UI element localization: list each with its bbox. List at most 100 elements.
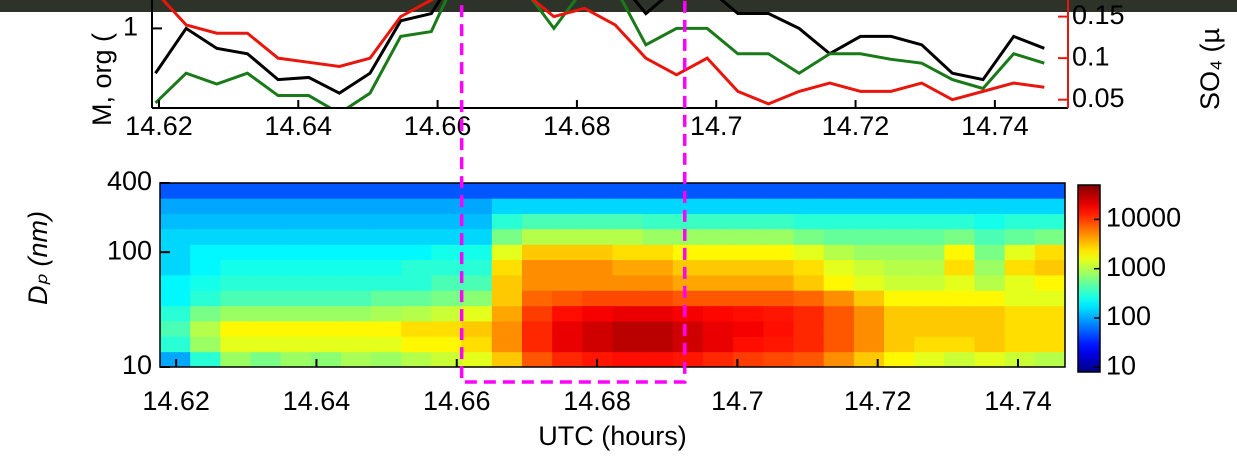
heatmap-cell — [672, 213, 704, 230]
heatmap-cell — [341, 228, 372, 245]
heatmap-cell — [522, 290, 553, 307]
heatmap-cell — [491, 274, 523, 291]
heatmap-cell — [160, 274, 191, 291]
heatmap-cell — [310, 244, 342, 261]
heatmap-cell — [793, 213, 825, 230]
heatmap-cell — [491, 259, 523, 276]
heatmap-cell — [1004, 259, 1036, 276]
heatmap-cell — [642, 259, 674, 276]
heatmap-cell — [341, 183, 372, 199]
heatmap-cell — [733, 198, 764, 215]
x-tick-label: 14.72 — [822, 111, 890, 141]
heatmap-cell — [944, 336, 975, 353]
heatmap-cell — [763, 198, 794, 215]
heatmap-cell — [431, 228, 463, 245]
heatmap-cell — [552, 351, 583, 368]
heatmap-cell — [401, 259, 432, 276]
heatmap-cell — [672, 290, 704, 307]
heatmap-cell — [491, 320, 523, 337]
heatmap-cell — [371, 259, 402, 276]
heatmap-cell — [974, 213, 1006, 230]
heatmap-cell — [491, 336, 523, 353]
heatmap-cell — [431, 183, 463, 199]
heatmap-cell — [914, 305, 945, 322]
heatmap-cell — [672, 259, 704, 276]
heatmap-cell — [220, 305, 251, 322]
heatmap-cell — [703, 290, 734, 307]
heatmap-cell — [371, 244, 402, 261]
heatmap-cell — [371, 290, 402, 307]
heatmap-cell — [582, 259, 613, 276]
heatmap-cell — [944, 213, 975, 230]
heatmap-cell — [703, 259, 734, 276]
heatmap-cell — [884, 213, 915, 230]
heatmap-cell — [220, 274, 251, 291]
heatmap-cell — [733, 213, 764, 230]
heatmap-cell — [914, 336, 945, 353]
heatmap-cell — [371, 305, 402, 322]
heatmap-cell — [914, 351, 945, 368]
heatmap-cell — [703, 351, 734, 368]
heatmap-cell — [220, 351, 251, 368]
heatmap-cell — [220, 320, 251, 337]
heatmap-cell — [250, 336, 282, 353]
heatmap-cell — [190, 351, 221, 368]
heatmap-cell — [763, 336, 794, 353]
heatmap-cell — [763, 183, 794, 199]
heatmap-cell — [461, 274, 493, 291]
heatmap-cell — [853, 259, 885, 276]
heatmap-cell — [1034, 259, 1066, 276]
heatmap-cell — [522, 198, 553, 215]
heatmap-cell — [1034, 274, 1066, 291]
heatmap-cell — [884, 320, 915, 337]
heatmap-cell — [642, 228, 674, 245]
heatmap-cell — [763, 244, 794, 261]
heatmap-cell — [582, 290, 613, 307]
heatmap-cell — [853, 228, 885, 245]
heatmap-cell — [733, 259, 764, 276]
heatmap-cell — [763, 274, 794, 291]
heatmap-cell — [401, 244, 432, 261]
heatmap-cell — [672, 336, 704, 353]
heatmap-cell — [793, 244, 825, 261]
heatmap-cell — [582, 183, 613, 199]
x-tick-label: 14.68 — [543, 111, 611, 141]
heatmap-cell — [1034, 305, 1066, 322]
heatmap-cell — [974, 198, 1006, 215]
heatmap-cell — [914, 320, 945, 337]
heatmap-cell — [884, 259, 915, 276]
heatmap-cell — [582, 320, 613, 337]
heatmap-cell — [1004, 351, 1036, 368]
heatmap-cell — [552, 305, 583, 322]
x-tick-label: 14.64 — [264, 111, 332, 141]
heatmap-cell — [612, 305, 644, 322]
heatmap-cell — [974, 183, 1006, 199]
y-tick-label: 100 — [107, 235, 152, 265]
heatmap-cell — [793, 183, 825, 199]
heatmap-cell — [522, 183, 553, 199]
series-line — [154, 0, 1045, 95]
heatmap-cell — [250, 198, 282, 215]
heatmap-cell — [1034, 351, 1066, 368]
heatmap-cell — [341, 274, 372, 291]
heatmap-cell — [552, 274, 583, 291]
heatmap-cell — [280, 320, 312, 337]
heatmap-cell — [974, 336, 1006, 353]
x-tick-label: 14.7 — [690, 111, 743, 141]
heatmap-cell — [250, 228, 282, 245]
x-axis-label: UTC (hours) — [538, 421, 687, 451]
heatmap — [160, 183, 1066, 368]
heatmap-cell — [853, 183, 885, 199]
heatmap-cell — [703, 244, 734, 261]
heatmap-cell — [884, 244, 915, 261]
heatmap-cell — [642, 336, 674, 353]
heatmap-cell — [190, 244, 221, 261]
heatmap-cell — [823, 183, 855, 199]
heatmap-cell — [491, 213, 523, 230]
heatmap-cell — [220, 213, 251, 230]
heatmap-cell — [371, 183, 402, 199]
x-tick-label: 14.72 — [844, 386, 912, 416]
y2-tick-label: 0.05 — [1072, 83, 1125, 113]
heatmap-cell — [250, 274, 282, 291]
